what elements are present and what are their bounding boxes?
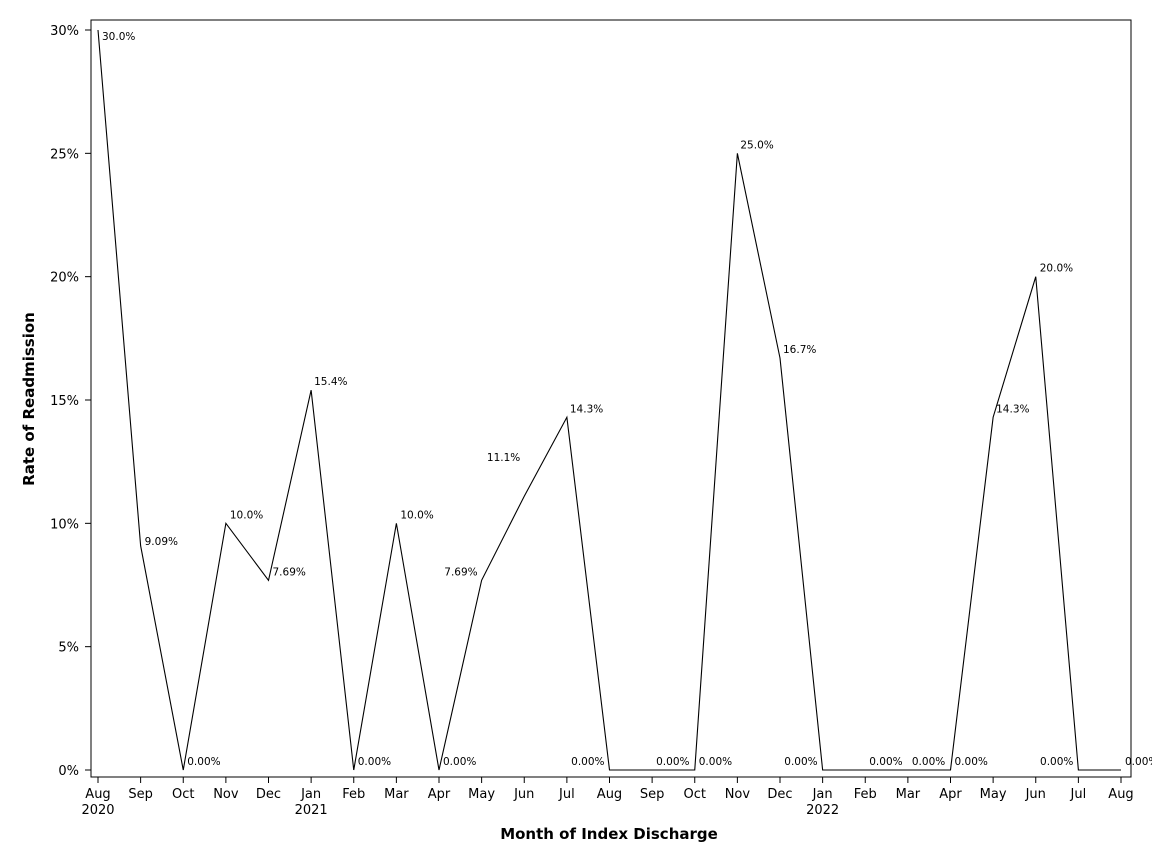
data-label: 0.00% — [869, 756, 902, 768]
data-label: 9.09% — [145, 536, 178, 548]
x-tick-label: Jan — [812, 787, 833, 802]
y-tick-label: 0% — [58, 764, 79, 779]
x-tick-label: Oct — [684, 787, 706, 802]
x-tick-label: Feb — [854, 787, 877, 802]
x-tick-label: Oct — [172, 787, 194, 802]
x-tick-label: Apr — [428, 787, 451, 802]
data-label: 0.00% — [571, 756, 604, 768]
x-tick-label: Nov — [213, 787, 239, 802]
data-label: 7.69% — [444, 566, 477, 578]
data-label: 0.00% — [699, 756, 732, 768]
x-tick-label: Jun — [1025, 787, 1046, 802]
x-tick-label: Nov — [725, 787, 751, 802]
x-tick-label: Mar — [896, 787, 921, 802]
data-label: 15.4% — [314, 376, 347, 388]
x-year-label: 2020 — [81, 803, 114, 818]
x-year-label: 2021 — [295, 803, 328, 818]
x-tick-label: May — [980, 787, 1007, 802]
x-axis-title: Month of Index Discharge — [500, 825, 718, 843]
data-label: 0.00% — [955, 756, 988, 768]
x-tick-label: Aug — [597, 787, 622, 802]
data-label: 7.69% — [273, 566, 306, 578]
x-tick-label: Feb — [342, 787, 365, 802]
data-label: 0.00% — [784, 756, 817, 768]
x-tick-label: Sep — [128, 787, 153, 802]
y-tick-label: 25% — [50, 147, 79, 162]
data-label: 11.1% — [487, 452, 520, 464]
y-tick-label: 30% — [50, 24, 79, 39]
x-tick-label: Apr — [939, 787, 962, 802]
y-tick-label: 15% — [50, 394, 79, 409]
x-tick-label: Aug — [85, 787, 110, 802]
x-tick-label: Jul — [558, 787, 575, 802]
data-label: 25.0% — [740, 139, 773, 151]
y-tick-label: 5% — [58, 641, 79, 656]
data-labels: 30.0% 9.09% 0.00% 10.0% 7.69% 15.4% 0.00% 10.0%… — [102, 31, 1152, 768]
data-label: 20.0% — [1040, 263, 1073, 275]
y-tick-label: 20% — [50, 271, 79, 286]
x-year-label: 2022 — [806, 803, 839, 818]
y-axis: 0% 5% 10% 15% 20% 25% 30% — [50, 24, 91, 779]
data-label: 14.3% — [570, 403, 603, 415]
x-tick-label: Jan — [300, 787, 321, 802]
x-tick-label: Jun — [513, 787, 534, 802]
y-tick-label: 10% — [50, 517, 79, 532]
x-tick-label: Jul — [1070, 787, 1087, 802]
data-label: 16.7% — [783, 344, 816, 356]
x-tick-label: May — [468, 787, 495, 802]
data-label: 0.00% — [187, 756, 220, 768]
x-tick-label: Aug — [1108, 787, 1133, 802]
data-label: 30.0% — [102, 31, 135, 43]
plot-frame — [90, 19, 1132, 778]
data-label: 0.00% — [1040, 756, 1073, 768]
x-tick-label: Dec — [256, 787, 281, 802]
data-label: 0.00% — [443, 756, 476, 768]
x-tick-label: Mar — [384, 787, 409, 802]
series-line — [97, 29, 1121, 771]
x-tick-label: Dec — [767, 787, 792, 802]
data-label: 10.0% — [230, 509, 263, 521]
data-label: 0.00% — [912, 756, 945, 768]
data-label: 0.00% — [358, 756, 391, 768]
data-label: 0.00% — [1125, 756, 1152, 768]
y-axis-title: Rate of Readmission — [20, 312, 38, 486]
data-label: 14.3% — [996, 403, 1029, 415]
x-tick-label: Sep — [640, 787, 665, 802]
data-label: 0.00% — [656, 756, 689, 768]
data-label: 10.0% — [400, 509, 433, 521]
